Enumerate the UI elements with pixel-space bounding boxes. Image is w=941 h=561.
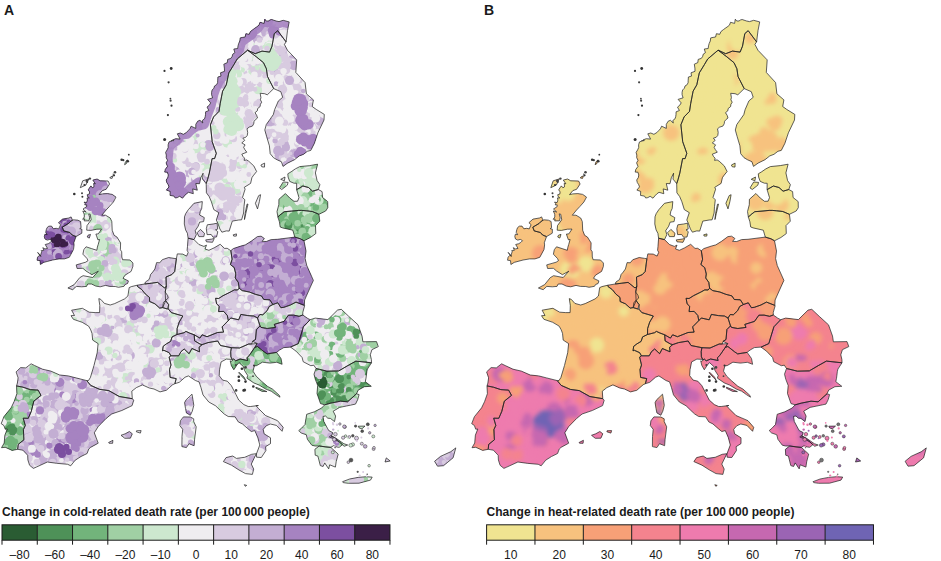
svg-text:10: 10 [504, 548, 518, 561]
svg-text:10: 10 [225, 548, 239, 561]
svg-text:60: 60 [330, 548, 344, 561]
svg-text:80: 80 [366, 548, 380, 561]
svg-text:–40: –40 [80, 548, 100, 561]
svg-text:80: 80 [843, 548, 857, 561]
svg-text:Change in cold-related death r: Change in cold-related death rate (per 1… [2, 505, 310, 519]
svg-text:20: 20 [552, 548, 566, 561]
svg-text:20: 20 [260, 548, 274, 561]
svg-text:–80: –80 [10, 548, 30, 561]
svg-text:A: A [4, 2, 14, 18]
svg-text:40: 40 [295, 548, 309, 561]
svg-text:B: B [484, 2, 494, 18]
svg-text:–60: –60 [45, 548, 65, 561]
svg-text:40: 40 [649, 548, 663, 561]
svg-text:–10: –10 [151, 548, 171, 561]
svg-text:50: 50 [698, 548, 712, 561]
svg-text:Change in heat-related death r: Change in heat-related death rate (per 1… [487, 505, 795, 519]
svg-text:60: 60 [746, 548, 760, 561]
svg-text:70: 70 [794, 548, 808, 561]
svg-text:0: 0 [193, 548, 200, 561]
svg-text:–20: –20 [115, 548, 135, 561]
svg-text:30: 30 [601, 548, 615, 561]
